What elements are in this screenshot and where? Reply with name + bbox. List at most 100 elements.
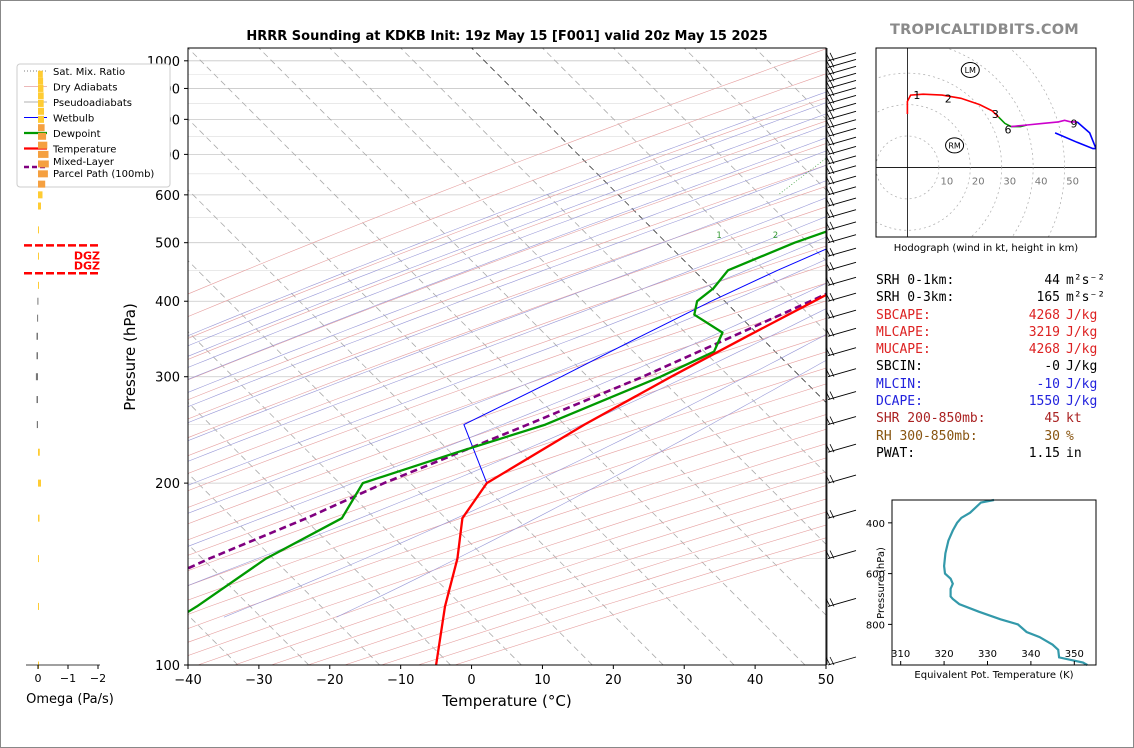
stat-value: -10 bbox=[1036, 376, 1060, 392]
wind-barb-feather bbox=[829, 95, 835, 104]
wind-barb-feather bbox=[829, 262, 835, 271]
theta-e-y-axis-label: Pressure (hPa) bbox=[876, 547, 887, 619]
hodograph-ring bbox=[1008, 48, 1065, 237]
dry-adiabat-line bbox=[188, 97, 826, 339]
wind-barb-feather bbox=[829, 234, 835, 243]
theta-e-y-tick-label: 400 bbox=[866, 519, 885, 530]
wind-barb bbox=[827, 234, 857, 244]
dry-adiabat-line bbox=[188, 351, 826, 572]
wind-barb bbox=[827, 309, 857, 319]
omega-x-tick-label: −1 bbox=[60, 672, 76, 685]
isotherm-line bbox=[188, 260, 593, 665]
hodograph-ring-label: 10 bbox=[940, 176, 953, 187]
stat-label: MUCAPE: bbox=[876, 342, 931, 358]
stat-value: 4268 bbox=[1028, 307, 1060, 323]
isotherm-line bbox=[258, 48, 826, 616]
theta-e-x-tick-label: 320 bbox=[935, 649, 954, 660]
hodograph-ring bbox=[876, 72, 1003, 237]
isotherm-line bbox=[188, 118, 735, 665]
mixing-ratio-label: 1 bbox=[716, 231, 721, 241]
mixing-ratio-label: 8 bbox=[898, 231, 903, 241]
y-tick-label: 100 bbox=[155, 659, 180, 674]
moist-adiabat-line bbox=[188, 236, 826, 486]
mixing-ratio-line bbox=[778, 157, 826, 196]
omega-bar bbox=[38, 70, 43, 78]
stat-label: SRH 0-1km: bbox=[876, 273, 955, 288]
wind-barb bbox=[827, 443, 857, 453]
stat-row: SBCAPE: 4268 J/kg bbox=[876, 307, 1105, 324]
stat-value: 1.15 bbox=[1028, 445, 1060, 461]
stat-label: MLCAPE: bbox=[876, 324, 931, 340]
theta-e-x-tick-label: 310 bbox=[891, 649, 910, 660]
dry-adiabat-line bbox=[188, 245, 826, 474]
wind-barb bbox=[827, 347, 857, 357]
legend-label: Mixed-Layer Parcel Path (100mb) bbox=[53, 157, 154, 180]
x-tick-label: −10 bbox=[387, 673, 414, 688]
stat-value: 1550 bbox=[1028, 394, 1060, 410]
legend-label: Dry Adiabats bbox=[53, 83, 117, 94]
omega-bar bbox=[38, 141, 48, 149]
omega-bar bbox=[36, 421, 38, 429]
isotherm-line bbox=[329, 48, 826, 545]
wind-barb-feather bbox=[829, 103, 835, 112]
isotherm-line bbox=[188, 48, 806, 665]
omega-bar bbox=[38, 226, 39, 234]
dry-adiabat-line bbox=[188, 186, 826, 420]
omega-bar bbox=[38, 448, 40, 456]
legend-label: Temperature bbox=[52, 145, 116, 156]
wind-barb bbox=[827, 59, 857, 68]
wind-barb bbox=[827, 186, 857, 196]
rm-marker bbox=[945, 137, 965, 154]
hodograph-trace bbox=[1011, 119, 1078, 128]
y-tick-label: 600 bbox=[155, 189, 180, 204]
stat-value: 44 bbox=[1044, 273, 1060, 288]
dry-adiabat-line bbox=[188, 282, 826, 508]
mixing-ratio-label: 30 bbox=[1035, 231, 1046, 241]
wind-barb bbox=[827, 95, 857, 104]
dry-adiabat-line bbox=[188, 164, 826, 401]
x-tick-label: 10 bbox=[534, 673, 551, 688]
x-tick-label: −40 bbox=[174, 673, 201, 688]
legend-label: Wetbulb bbox=[53, 114, 94, 125]
stat-row: RH 300-850mb: 30% bbox=[876, 428, 1105, 445]
moist-adiabat-line bbox=[188, 283, 826, 547]
hodograph-ring-label: 50 bbox=[1066, 176, 1079, 187]
x-tick-label: 40 bbox=[747, 673, 764, 688]
isotherm-line bbox=[188, 543, 310, 665]
wind-barb-feather bbox=[829, 197, 835, 207]
wind-barb-feather bbox=[829, 73, 835, 82]
omega-bar bbox=[36, 396, 38, 404]
mixing-ratio-line bbox=[1035, 48, 1134, 195]
wind-barb-feather bbox=[829, 80, 835, 89]
stat-value: -0 bbox=[1044, 359, 1060, 375]
moist-adiabat-line bbox=[188, 308, 826, 586]
dry-adiabat-line bbox=[188, 143, 826, 381]
moist-adiabat-line bbox=[188, 125, 826, 368]
wind-barb-feather bbox=[829, 293, 835, 302]
omega-x-tick-label: −2 bbox=[90, 672, 106, 685]
omega-bar bbox=[38, 252, 39, 260]
wind-barb-feather bbox=[829, 277, 835, 286]
mixing-ratio-label: 2 bbox=[773, 231, 778, 241]
omega-x-axis-label: Omega (Pa/s) bbox=[26, 692, 114, 707]
wind-barb bbox=[827, 474, 857, 484]
wind-barb bbox=[827, 119, 857, 129]
wind-barb bbox=[827, 197, 857, 207]
omega-x-tick-label: 0 bbox=[35, 672, 42, 685]
wind-barb bbox=[827, 247, 857, 257]
series-dewpoint bbox=[188, 230, 826, 614]
stat-unit: m²s⁻² bbox=[1066, 290, 1106, 306]
theta-e-x-tick-label: 330 bbox=[978, 649, 997, 660]
stats-panel: SRH 0-1km: 44 m²s⁻² SRH 0-3km: 165 m²s⁻² SBCAP… bbox=[876, 272, 1105, 462]
wind-barb bbox=[827, 209, 857, 219]
mixing-ratio-label: 16 bbox=[968, 231, 979, 241]
wind-barb-feather bbox=[829, 111, 835, 120]
wind-barb bbox=[827, 368, 857, 378]
wind-barb-feather bbox=[829, 309, 835, 319]
wind-barb-feather bbox=[829, 59, 835, 68]
stat-row: SHR 200-850mb: 45 kt bbox=[876, 410, 1105, 427]
dry-adiabat-line bbox=[188, 399, 826, 615]
x-tick-label: −30 bbox=[245, 673, 272, 688]
omega-bar bbox=[38, 202, 41, 210]
legend-label: Pseudoadiabats bbox=[53, 98, 132, 109]
